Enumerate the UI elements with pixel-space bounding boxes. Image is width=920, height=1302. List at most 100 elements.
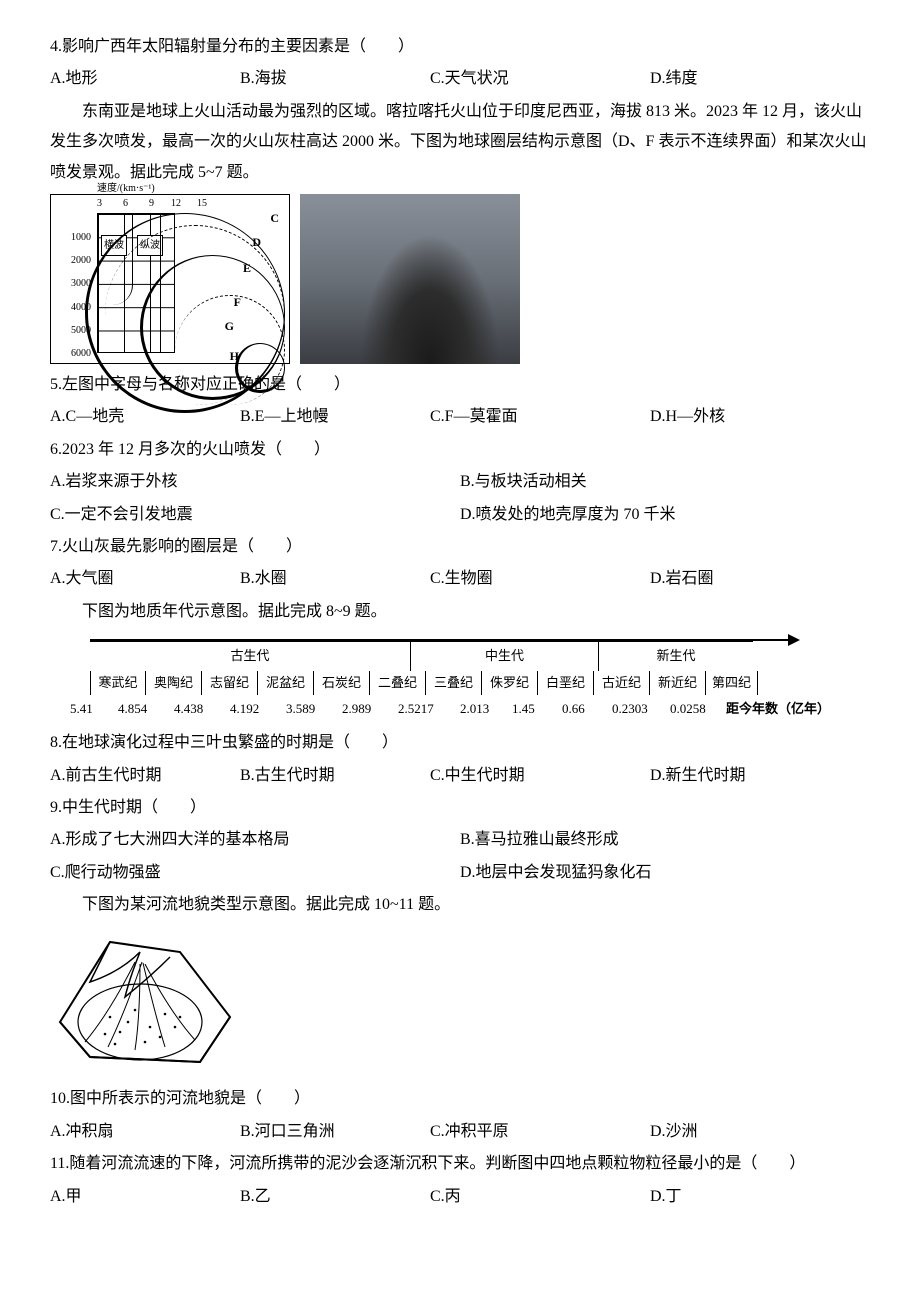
year-7: 2.013 [460,697,512,722]
q4-options: A.地形 B.海拔 C.天气状况 D.纬度 [50,64,870,94]
q9-opt-c: C.爬行动物强盛 [50,858,460,888]
period-7: 侏罗纪 [482,671,538,696]
q9-opt-d: D.地层中会发现猛犸象化石 [460,858,870,888]
ytick-0: 1000 [71,228,91,247]
q4-opt-b: B.海拔 [240,64,430,94]
period-1: 奥陶纪 [146,671,202,696]
ytick-1: 2000 [71,251,91,270]
period-9: 古近纪 [594,671,650,696]
q6-opt-c: C.一定不会引发地震 [50,500,460,530]
geological-timeline: 古生代中生代新生代 寒武纪奥陶纪志留纪泥盆纪石炭纪二叠纪三叠纪侏罗纪白垩纪古近纪… [50,635,870,722]
letter-d: D [252,231,261,254]
year-5: 2.989 [342,697,398,722]
q11-options: A.甲 B.乙 C.丙 D.丁 [50,1182,870,1212]
q11-opt-b: B.乙 [240,1182,430,1212]
q7-opt-d: D.岩石圈 [650,564,840,594]
year-3: 4.192 [230,697,286,722]
letter-f: F [234,291,241,314]
q8-options: A.前古生代时期 B.古生代时期 C.中生代时期 D.新生代时期 [50,761,870,791]
q11-stem: 11.随着河流流速的下降，河流所携带的泥沙会逐渐沉积下来。判断图中四地点颗粒物粒… [50,1149,870,1179]
alluvial-fan-diagram [50,922,240,1082]
q7-opt-b: B.水圈 [240,564,430,594]
q7-stem: 7.火山灰最先影响的圈层是（ ） [50,532,870,562]
q9-opt-a: A.形成了七大洲四大洋的基本格局 [50,825,460,855]
era-2: 新生代 [598,641,753,671]
year-1: 4.854 [118,697,174,722]
xtick-4: 15 [197,194,207,213]
xtick-0: 3 [97,194,102,213]
q9-options-1: A.形成了七大洲四大洋的基本格局 B.喜马拉雅山最终形成 [50,825,870,855]
q10-opt-b: B.河口三角洲 [240,1117,430,1147]
q11-opt-a: A.甲 [50,1182,240,1212]
q11-opt-d: D.丁 [650,1182,840,1212]
q9-options-2: C.爬行动物强盛 D.地层中会发现猛犸象化石 [50,858,870,888]
q6-opt-a: A.岩浆来源于外核 [50,467,460,497]
period-10: 新近纪 [650,671,706,696]
letter-g: G [225,315,234,338]
q7-options: A.大气圈 B.水圈 C.生物圈 D.岩石圈 [50,564,870,594]
q4-opt-d: D.纬度 [650,64,840,94]
years-row: 5.414.8544.4384.1923.5892.9892.52172.013… [70,697,870,722]
q7-opt-c: C.生物圈 [430,564,650,594]
passage-10-11: 下图为某河流地貌类型示意图。据此完成 10~11 题。 [50,890,870,920]
letter-h: H [230,345,239,368]
year-8: 1.45 [512,697,562,722]
letter-e: E [243,257,251,280]
era-1: 中生代 [410,641,598,671]
passage-5-7: 东南亚是地球上火山活动最为强烈的区域。喀拉喀托火山位于印度尼西亚，海拔 813 … [50,97,870,188]
year-2: 4.438 [174,697,230,722]
q6-stem: 6.2023 年 12 月多次的火山喷发（ ） [50,435,870,465]
earth-layers-diagram: 速度/(km·s⁻¹) 3 6 9 12 15 1000 2000 3000 4… [50,194,290,364]
letter-c: C [270,207,279,230]
q4-opt-c: C.天气状况 [430,64,650,94]
q10-opt-a: A.冲积扇 [50,1117,240,1147]
period-3: 泥盆纪 [258,671,314,696]
era-row: 古生代中生代新生代 [90,641,810,671]
volcano-photo [300,194,520,364]
q7-opt-a: A.大气圈 [50,564,240,594]
q10-options: A.冲积扇 B.河口三角洲 C.冲积平原 D.沙洲 [50,1117,870,1147]
q8-opt-b: B.古生代时期 [240,761,430,791]
figure-row-earth: 速度/(km·s⁻¹) 3 6 9 12 15 1000 2000 3000 4… [50,194,870,364]
xtick-3: 12 [171,194,181,213]
period-0: 寒武纪 [90,671,146,696]
q9-stem: 9.中生代时期（ ） [50,793,870,823]
xtick-1: 6 [123,194,128,213]
xtick-2: 9 [149,194,154,213]
period-5: 二叠纪 [370,671,426,696]
q8-opt-d: D.新生代时期 [650,761,840,791]
passage-8-9: 下图为地质年代示意图。据此完成 8~9 题。 [50,597,870,627]
q8-stem: 8.在地球演化过程中三叶虫繁盛的时期是（ ） [50,728,870,758]
q6-options-2: C.一定不会引发地震 D.喷发处的地壳厚度为 70 千米 [50,500,870,530]
q10-opt-d: D.沙洲 [650,1117,840,1147]
q4-opt-a: A.地形 [50,64,240,94]
arc-h [235,343,285,393]
year-9: 0.66 [562,697,612,722]
q8-opt-c: C.中生代时期 [430,761,650,791]
q5-opt-b: B.E—上地幔 [240,402,430,432]
q6-opt-b: B.与板块活动相关 [460,467,870,497]
year-10: 0.2303 [612,697,670,722]
q6-options-1: A.岩浆来源于外核 B.与板块活动相关 [50,467,870,497]
year-4: 3.589 [286,697,342,722]
q6-opt-d: D.喷发处的地壳厚度为 70 千米 [460,500,870,530]
ytick-5: 6000 [71,344,91,363]
q10-stem: 10.图中所表示的河流地貌是（ ） [50,1084,870,1114]
q9-opt-b: B.喜马拉雅山最终形成 [460,825,870,855]
period-2: 志留纪 [202,671,258,696]
q8-opt-a: A.前古生代时期 [50,761,240,791]
year-11: 0.0258 [670,697,726,722]
q4-stem: 4.影响广西年太阳辐射量分布的主要因素是（ ） [50,32,870,62]
year-0: 5.41 [70,697,118,722]
q10-opt-c: C.冲积平原 [430,1117,650,1147]
q5-opt-c: C.F—莫霍面 [430,402,650,432]
period-8: 白垩纪 [538,671,594,696]
q5-opt-d: D.H—外核 [650,402,840,432]
period-6: 三叠纪 [426,671,482,696]
q11-opt-c: C.丙 [430,1182,650,1212]
period-4: 石炭纪 [314,671,370,696]
period-11: 第四纪 [706,671,758,696]
year-6: 2.5217 [398,697,460,722]
years-suffix: 距今年数（亿年） [726,697,830,722]
period-row: 寒武纪奥陶纪志留纪泥盆纪石炭纪二叠纪三叠纪侏罗纪白垩纪古近纪新近纪第四纪 [90,671,810,698]
